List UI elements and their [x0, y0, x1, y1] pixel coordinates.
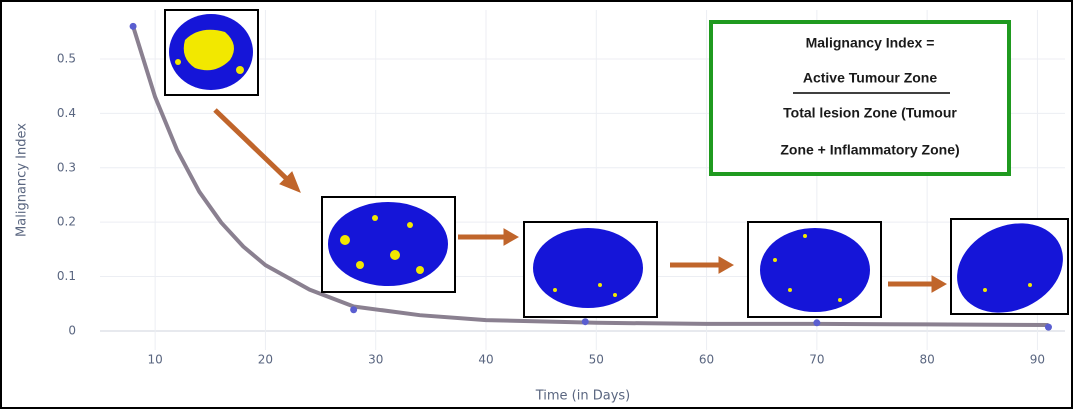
data-point: [130, 23, 137, 30]
x-tick-label: 30: [368, 353, 383, 367]
y-tick-label: 0.3: [57, 160, 76, 174]
x-tick-label: 90: [1030, 353, 1045, 367]
x-tick-label: 50: [589, 353, 604, 367]
x-tick-label: 40: [478, 353, 493, 367]
annotation: Zone + Inflammatory Zone): [780, 142, 959, 158]
y-tick-label: 0.1: [57, 269, 76, 283]
x-axis-label: Time (in Days): [535, 389, 631, 404]
chart: 0 0.1 0.2 0.3 0.4 0.5 10 20 30 40 50 60 70 80 90 Time …: [0, 0, 1073, 409]
tumour-image: [524, 222, 657, 317]
x-tick-label: 70: [809, 353, 824, 367]
x-tick-label: 20: [258, 353, 273, 367]
x-tick-label: 60: [699, 353, 714, 367]
tumour-image: [942, 207, 1073, 330]
tumour-image: [748, 222, 881, 317]
y-tick-label: 0.4: [57, 106, 76, 120]
y-tick-label: 0.5: [57, 51, 76, 65]
data-point: [582, 318, 589, 325]
formula-box: Malignancy Index = Active Tumour Zone To…: [711, 22, 1009, 174]
y-tick-label: 0: [68, 323, 76, 337]
annotation: Malignancy Index =: [806, 35, 935, 51]
data-point: [350, 306, 357, 313]
annotation: Total lesion Zone (Tumour: [783, 105, 957, 121]
y-tick-label: 0.2: [57, 215, 76, 229]
annotation: Active Tumour Zone: [803, 70, 938, 86]
x-tick-label: 10: [148, 353, 163, 367]
tumour-image: [165, 10, 258, 95]
tumour-image: [322, 197, 455, 292]
x-tick-label: 80: [920, 353, 935, 367]
data-point: [813, 319, 820, 326]
y-axis-label: Malignancy Index: [15, 123, 30, 237]
data-point: [1045, 324, 1052, 331]
